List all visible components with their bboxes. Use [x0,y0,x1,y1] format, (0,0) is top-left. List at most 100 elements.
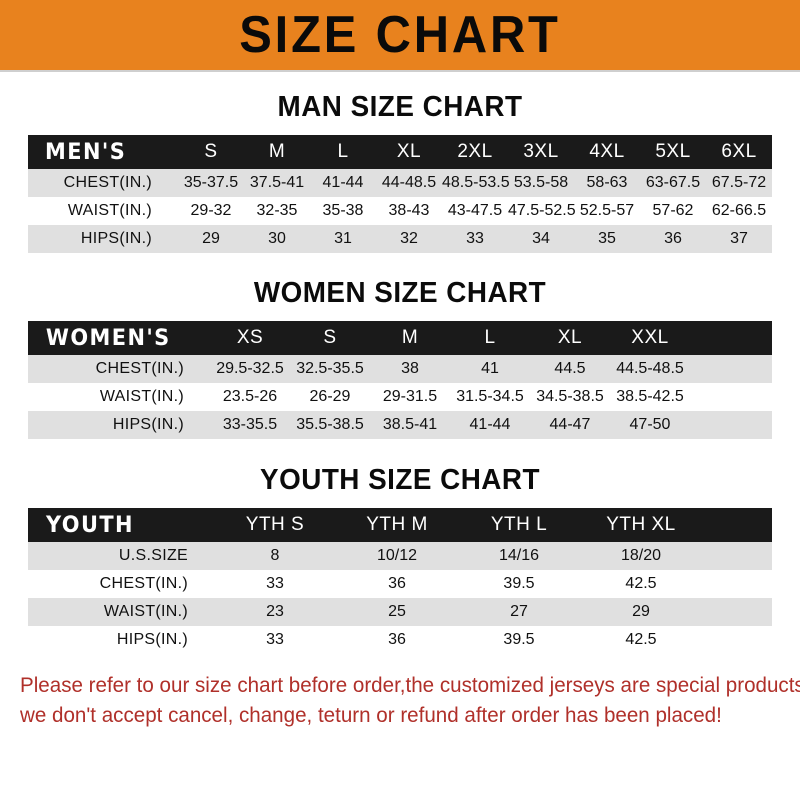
table-row: CHEST(IN.) 29.5-32.5 32.5-35.5 38 41 44.… [28,355,772,383]
page-title: SIZE CHART [239,6,561,64]
man-col-header-4xl: 4XL [589,141,625,162]
man-col-header-xl: XL [396,141,422,162]
man-size-table: MEN'S S M L XL 2XL 3XL 4XL 5XL 6XL CHEST… [28,135,772,253]
table-row: CHEST(IN.) 35-37.5 37.5-41 41-44 44-48.5… [28,169,772,197]
table-row: U.S.SIZE 8 10/12 14/16 18/20 [28,542,772,570]
table-cell-filler [702,598,772,626]
table-row: WAIST(IN.) 29-32 32-35 35-38 38-43 43-47… [28,197,772,225]
table-cell: 67.5-72 [711,174,767,191]
man-section-title: MAN SIZE CHART [277,91,523,123]
table-cell: 53.5-58 [513,174,569,191]
youth-row-label-us-size: U.S.SIZE [118,547,188,564]
table-cell: 33 [266,575,284,592]
table-cell: 23.5-26 [222,388,278,405]
table-cell: 57-62 [652,202,694,219]
youth-row-head-label: YOUTH [45,512,134,538]
table-cell: 35-37.5 [183,174,239,191]
table-cell: 34 [532,230,550,247]
youth-col-header-filler [702,508,772,542]
man-row-head-label: MEN'S [45,139,127,165]
table-cell: 30 [268,230,286,247]
women-table-wrapper: WOMEN'S XS S M L XL XXL CHEST(IN.) 29.5-… [28,321,772,439]
women-col-header-m: M [401,327,419,348]
man-row-label-waist: WAIST(IN.) [67,202,152,219]
table-row: CHEST(IN.) 33 36 39.5 42.5 [28,570,772,598]
man-row-label-hips: HIPS(IN.) [80,230,152,247]
women-col-header-filler [690,321,772,355]
women-row-label-waist: WAIST(IN.) [99,388,184,405]
youth-row-label-chest: CHEST(IN.) [99,575,188,592]
women-row-label-hips: HIPS(IN.) [112,416,184,433]
table-cell-filler [690,411,772,439]
footer-disclaimer-line-1: Please refer to our size chart before or… [20,674,800,697]
table-cell: 63-67.5 [645,174,701,191]
women-col-header-xl: XL [557,327,583,348]
table-row: HIPS(IN.) 33 36 39.5 42.5 [28,626,772,654]
table-cell: 44.5-48.5 [616,360,684,377]
youth-size-table: YOUTH YTH S YTH M YTH L YTH XL U.S.SIZE … [28,508,772,654]
table-row: HIPS(IN.) 33-35.5 35.5-38.5 38.5-41 41-4… [28,411,772,439]
youth-col-header-yth-l: YTH L [490,514,548,535]
footer-disclaimer-line-2: we don't accept cancel, change, teturn o… [20,703,722,727]
table-cell: 29-31.5 [382,388,438,405]
table-cell-filler [702,542,772,570]
table-cell: 31 [334,230,352,247]
table-cell: 36 [664,230,682,247]
table-cell-filler [702,626,772,654]
table-cell: 38-43 [388,202,430,219]
table-cell: 38.5-41 [382,416,438,433]
table-cell: 10/12 [376,547,418,564]
table-cell: 29 [632,603,650,620]
table-cell: 42.5 [625,575,657,592]
table-cell: 32 [400,230,418,247]
table-cell: 29-32 [190,202,232,219]
table-cell: 26-29 [309,388,351,405]
table-cell: 39.5 [503,631,535,648]
table-cell: 35.5-38.5 [296,416,364,433]
table-cell: 31.5-34.5 [456,388,524,405]
table-cell: 33 [266,631,284,648]
table-cell: 38.5-42.5 [616,388,684,405]
women-size-table: WOMEN'S XS S M L XL XXL CHEST(IN.) 29.5-… [28,321,772,439]
man-table-wrapper: MEN'S S M L XL 2XL 3XL 4XL 5XL 6XL CHEST… [28,135,772,253]
table-cell: 36 [388,631,406,648]
table-cell: 44.5 [554,360,586,377]
table-cell: 47-50 [629,416,671,433]
man-col-header-s: S [204,141,218,162]
table-cell: 32-35 [256,202,298,219]
table-cell: 8 [270,547,280,564]
table-cell: 37 [730,230,748,247]
table-cell: 58-63 [586,174,628,191]
table-cell: 52.5-57 [579,202,635,219]
table-cell: 37.5-41 [249,174,305,191]
women-col-header-s: S [323,327,337,348]
youth-col-header-yth-m: YTH M [366,514,428,535]
table-cell: 41 [481,360,499,377]
table-cell-filler [702,570,772,598]
youth-table-wrapper: YOUTH YTH S YTH M YTH L YTH XL U.S.SIZE … [28,508,772,654]
table-cell: 35 [598,230,616,247]
table-cell: 33-35.5 [222,416,278,433]
women-section-title: WOMEN SIZE CHART [253,277,547,309]
women-row-head-label: WOMEN'S [45,325,171,351]
footer-disclaimer: Please refer to our size chart before or… [20,671,800,731]
women-table-header-row: WOMEN'S XS S M L XL XXL [28,321,772,355]
women-col-header-xxl: XXL [631,327,669,348]
table-cell: 29 [202,230,220,247]
table-cell: 27 [510,603,528,620]
table-cell: 34.5-38.5 [536,388,604,405]
table-cell: 14/16 [498,547,540,564]
youth-section-title: YOUTH SIZE CHART [260,464,540,496]
table-cell: 44-47 [549,416,591,433]
table-cell: 38 [401,360,419,377]
women-col-header-l: L [484,327,496,348]
table-cell: 43-47.5 [447,202,503,219]
table-row: WAIST(IN.) 23 25 27 29 [28,598,772,626]
youth-col-header-yth-s: YTH S [245,514,305,535]
table-cell: 32.5-35.5 [296,360,364,377]
youth-col-header-yth-xl: YTH XL [606,514,676,535]
table-row: WAIST(IN.) 23.5-26 26-29 29-31.5 31.5-34… [28,383,772,411]
table-cell: 29.5-32.5 [216,360,284,377]
man-col-header-6xl: 6XL [721,141,757,162]
table-cell: 35-38 [322,202,364,219]
